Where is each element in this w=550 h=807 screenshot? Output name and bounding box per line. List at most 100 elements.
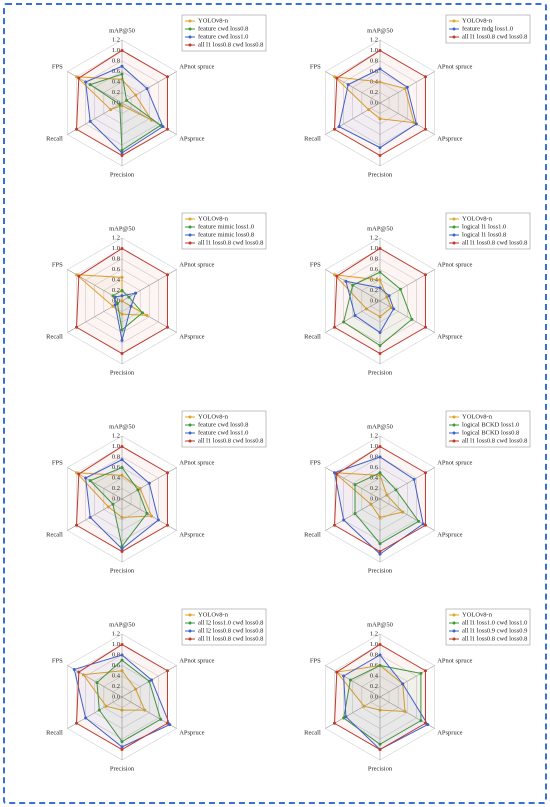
- data-point: [426, 723, 430, 727]
- axis-label: Recall: [304, 729, 321, 736]
- data-point: [77, 472, 81, 476]
- radial-tick-label: 0.0: [112, 99, 120, 106]
- radial-tick-label: 0.2: [370, 485, 378, 492]
- axis-label: APnot spruce: [437, 63, 472, 70]
- data-point: [342, 320, 346, 324]
- data-point: [398, 287, 402, 291]
- data-point: [165, 75, 169, 79]
- axis-label: FPS: [52, 261, 63, 268]
- data-point: [145, 313, 149, 317]
- data-point: [150, 678, 154, 682]
- legend-marker: [452, 233, 456, 237]
- radial-tick-label: 0.8: [112, 453, 120, 460]
- radial-tick-label: 0.0: [370, 297, 378, 304]
- legend-label: YOLOv8-n: [462, 215, 493, 222]
- data-point: [159, 717, 163, 721]
- data-point: [120, 547, 124, 551]
- legend-marker: [452, 637, 456, 641]
- radial-tick-label: 1.0: [112, 47, 120, 54]
- data-point: [120, 550, 124, 553]
- data-point: [385, 295, 389, 299]
- data-point: [77, 274, 81, 278]
- legend-label: all l1 loss0.8 cwd loss0.8: [198, 239, 263, 246]
- legend-label: feature mimic loss0.8: [198, 231, 254, 238]
- legend-marker: [452, 629, 456, 633]
- legend-label: feature cwd loss1.0: [198, 33, 248, 40]
- data-point: [369, 502, 373, 506]
- radial-tick-label: 0.6: [370, 464, 379, 471]
- legend-marker: [188, 43, 192, 47]
- legend-label: YOLOv8-n: [198, 611, 229, 618]
- data-point: [120, 445, 124, 448]
- data-point: [378, 117, 382, 121]
- data-point: [412, 477, 416, 481]
- legend-marker: [452, 439, 456, 443]
- data-point: [423, 721, 427, 725]
- legend-label: all l1 loss0.8 cwd loss0.8: [462, 239, 527, 246]
- radial-tick-label: 0.2: [370, 89, 378, 96]
- data-point: [120, 299, 124, 303]
- data-point: [120, 544, 124, 548]
- data-point: [342, 716, 346, 720]
- axis-label: Precision: [110, 369, 135, 376]
- data-point: [161, 125, 165, 129]
- radial-tick-label: 1.2: [370, 432, 378, 439]
- series-polygon: [334, 445, 426, 553]
- radial-tick-label: 0.2: [112, 683, 120, 690]
- legend-marker: [452, 217, 456, 221]
- data-point: [378, 146, 382, 150]
- data-point: [344, 715, 348, 719]
- data-point: [104, 704, 108, 708]
- legend-label: logical BCKD loss1.0: [462, 421, 519, 428]
- axis-label: Precision: [110, 171, 135, 178]
- legend-marker: [452, 431, 456, 435]
- radial-tick-label: 0.8: [112, 255, 120, 262]
- data-point: [106, 505, 110, 509]
- radial-tick-label: 1.0: [370, 245, 378, 252]
- legend-label: all l1 loss1.0 cwd loss1.0: [462, 619, 527, 626]
- data-point: [118, 102, 122, 106]
- data-point: [367, 108, 371, 112]
- data-point: [403, 709, 407, 713]
- data-point: [378, 742, 382, 746]
- data-point: [333, 75, 337, 79]
- data-point: [109, 108, 113, 112]
- data-point: [378, 278, 382, 282]
- axis-label: FPS: [52, 63, 63, 70]
- radial-tick-label: 0.2: [370, 287, 378, 294]
- legend-label: all l1 loss0.8 cwd loss0.8: [462, 33, 527, 40]
- data-point: [75, 127, 79, 131]
- data-point: [120, 154, 124, 157]
- axis-label: FPS: [52, 459, 63, 466]
- data-point: [75, 523, 79, 527]
- radial-tick-label: 0.2: [370, 683, 378, 690]
- data-point: [378, 67, 382, 71]
- data-point: [333, 127, 337, 131]
- axis-label: mAP@50: [367, 225, 393, 232]
- data-point: [120, 294, 124, 298]
- data-point: [423, 669, 427, 673]
- data-point: [120, 275, 124, 279]
- data-point: [120, 515, 124, 519]
- data-point: [346, 83, 350, 87]
- legend-marker: [188, 35, 192, 39]
- data-point: [136, 488, 140, 492]
- legend-label: logical l1 loss1.0: [462, 223, 506, 230]
- data-point: [335, 472, 339, 476]
- legend-box: [445, 410, 531, 448]
- data-point: [120, 247, 124, 250]
- radial-tick-label: 1.2: [370, 630, 378, 637]
- data-point: [75, 273, 79, 277]
- data-point: [165, 127, 169, 131]
- legend-label: YOLOv8-n: [462, 611, 493, 618]
- data-point: [150, 514, 154, 518]
- data-point: [333, 523, 337, 527]
- axis-label: mAP@50: [367, 621, 393, 628]
- radial-tick-label: 0.8: [370, 453, 378, 460]
- data-point: [111, 294, 115, 298]
